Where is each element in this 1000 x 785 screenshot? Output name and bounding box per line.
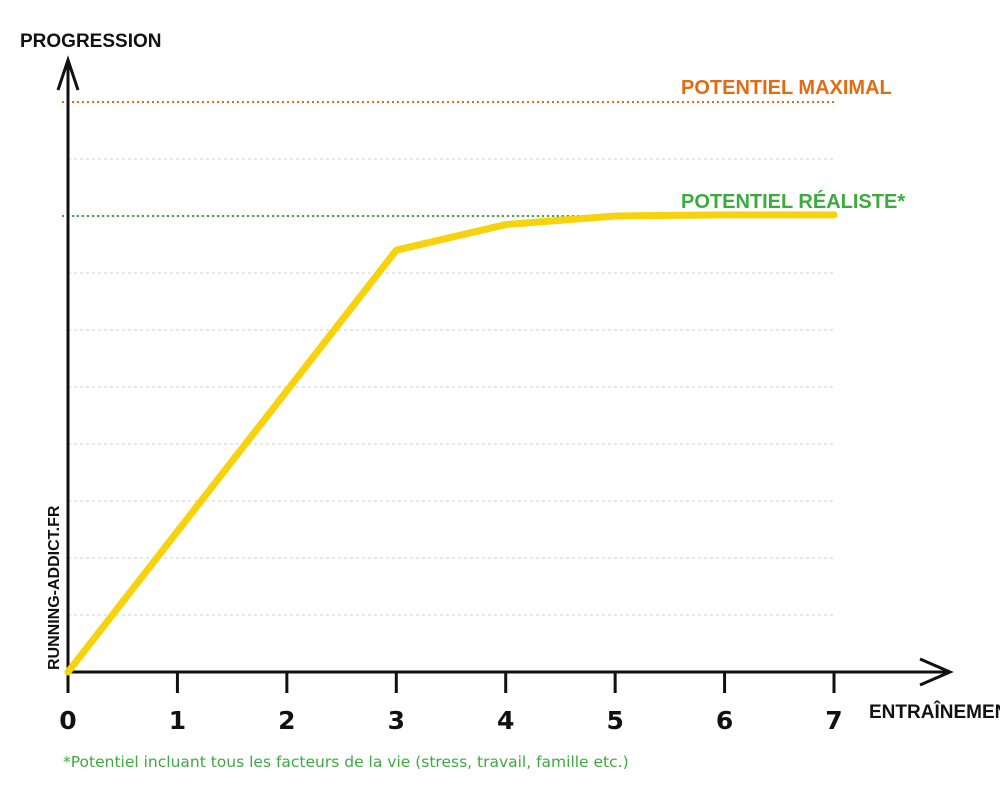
- series-point: [724, 214, 726, 216]
- x-ticks: 0 1 2 3 4 5 6 7: [59, 672, 843, 735]
- reference-lines: POTENTIEL MAXIMAL POTENTIEL RÉALISTE*: [62, 77, 905, 217]
- series-line: [64, 211, 838, 676]
- series-point: [395, 249, 397, 251]
- reference-label: POTENTIEL MAXIMAL: [681, 77, 892, 99]
- footnote: *Potentiel incluant tous les facteurs de…: [63, 753, 629, 771]
- x-tick-label: 1: [169, 706, 186, 735]
- series-point: [67, 671, 69, 673]
- x-tick-label: 6: [716, 706, 733, 735]
- y-axis-arrow-icon: [56, 55, 80, 91]
- x-tick-label: 3: [388, 706, 405, 735]
- series-point: [833, 214, 835, 216]
- series-point: [614, 215, 616, 217]
- axes: [56, 55, 954, 687]
- series-point: [505, 224, 507, 226]
- labels: PROGRESSION ENTRAÎNEMENT RUNNING-ADDICT.…: [20, 31, 1000, 771]
- x-axis-arrow-icon: [919, 657, 954, 687]
- series: [64, 211, 838, 676]
- x-tick-label: 5: [606, 706, 623, 735]
- x-tick-label: 4: [497, 706, 514, 735]
- grid-lines: [68, 158, 834, 616]
- watermark-text: RUNNING-ADDICT.FR: [46, 505, 63, 670]
- x-tick-label: 2: [278, 706, 295, 735]
- y-axis-title: PROGRESSION: [20, 31, 161, 52]
- x-axis-title: ENTRAÎNEMENT: [869, 701, 1000, 723]
- x-tick-label: 0: [59, 706, 76, 735]
- reference-label: POTENTIEL RÉALISTE*: [681, 190, 905, 213]
- x-tick-label: 7: [825, 706, 842, 735]
